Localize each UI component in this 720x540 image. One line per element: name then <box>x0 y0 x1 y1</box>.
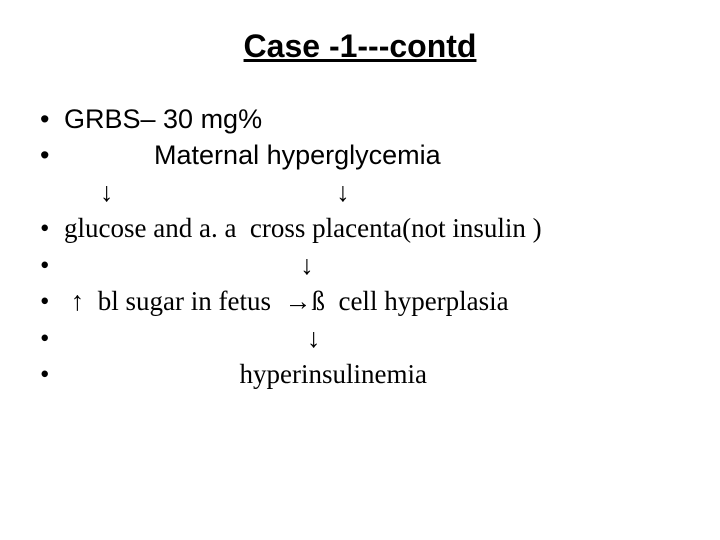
bullet-spacer <box>64 140 154 170</box>
bullet-list: glucose and a. a cross placenta(not insu… <box>36 210 700 392</box>
slide-title: Case -1---contd <box>0 28 720 65</box>
slide: Case -1---contd GRBS– 30 mg% Maternal hy… <box>0 0 720 540</box>
bullet-text: glucose and a. a cross placenta(not insu… <box>64 213 542 243</box>
bullet-item: hyperinsulinemia <box>36 356 700 392</box>
bullet-text: hyperinsulinemia <box>64 359 427 389</box>
bullet-item: ↓ <box>36 320 700 356</box>
slide-body: GRBS– 30 mg% Maternal hyperglycemia ↓ ↓ … <box>0 101 720 393</box>
bullet-text: GRBS– 30 mg% <box>64 104 262 134</box>
bullet-text: ↑ bl sugar in fetus →ß cell hyperplasia <box>64 286 509 316</box>
bullet-item: ↓ <box>36 247 700 283</box>
bullet-text: ↓ <box>64 323 321 353</box>
bullet-list: GRBS– 30 mg% Maternal hyperglycemia <box>36 101 700 174</box>
bullet-item: ↑ bl sugar in fetus →ß cell hyperplasia <box>36 283 700 319</box>
bullet-text: Maternal hyperglycemia <box>154 140 441 170</box>
bullet-item: Maternal hyperglycemia <box>36 137 700 173</box>
bullet-text: ↓ <box>64 250 314 280</box>
arrows-row: ↓ ↓ <box>36 174 700 210</box>
bullet-item: glucose and a. a cross placenta(not insu… <box>36 210 700 246</box>
bullet-item: GRBS– 30 mg% <box>36 101 700 137</box>
